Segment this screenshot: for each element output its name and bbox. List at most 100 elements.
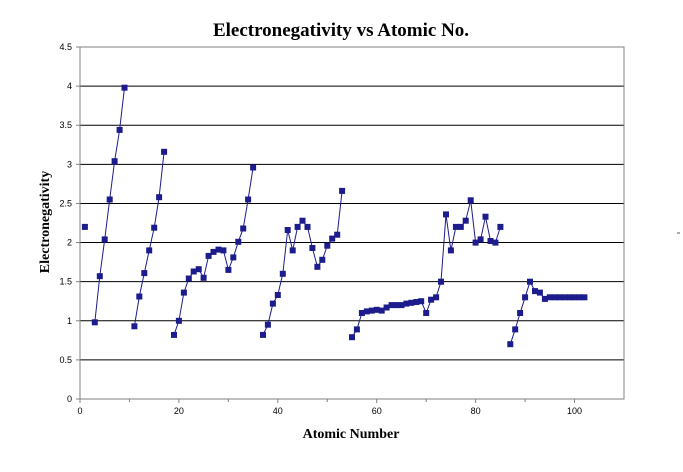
series-layer (81, 84, 588, 348)
data-point (210, 248, 217, 255)
data-point (240, 225, 247, 232)
x-axis-title: Atomic Number (303, 427, 400, 442)
data-point (274, 292, 281, 298)
x-tick-label: 20 (174, 406, 184, 416)
data-point (472, 239, 479, 246)
series-line (351, 200, 501, 338)
data-point (462, 217, 469, 224)
x-tick-label: 0 (77, 406, 82, 416)
data-point (289, 247, 296, 254)
data-point (403, 300, 410, 307)
data-point (492, 239, 499, 246)
data-point (151, 224, 158, 231)
series-line (94, 87, 125, 323)
data-point (171, 331, 177, 338)
data-point (190, 268, 197, 275)
data-point (131, 323, 138, 330)
data-point (329, 235, 336, 242)
data-point (260, 331, 266, 338)
data-point (378, 307, 385, 314)
data-point (324, 242, 331, 249)
data-point (269, 300, 276, 307)
data-point (532, 288, 538, 295)
data-point (200, 274, 207, 281)
data-point (452, 223, 459, 230)
y-tick-label: 1 (67, 316, 72, 326)
data-point (487, 238, 494, 244)
data-point (457, 223, 464, 230)
data-point (423, 310, 430, 316)
x-tick-label: 60 (372, 406, 382, 416)
y-tick-label: 0.5 (59, 355, 72, 365)
series-line (262, 190, 343, 336)
y-tick-label: 3 (67, 159, 72, 169)
data-point (264, 321, 271, 328)
data-point (225, 266, 232, 273)
data-point (433, 294, 440, 301)
data-point (294, 223, 301, 230)
data-point (581, 294, 588, 301)
data-point (482, 213, 489, 220)
data-point (398, 302, 405, 309)
data-point (571, 294, 578, 301)
data-point (185, 275, 192, 282)
data-point (556, 294, 563, 301)
data-point (195, 266, 202, 273)
data-point (215, 246, 222, 253)
data-point (146, 247, 153, 254)
data-point (373, 306, 380, 313)
data-point (111, 158, 118, 165)
data-point (561, 294, 568, 301)
data-point (106, 196, 113, 203)
data-point (368, 307, 375, 314)
data-point (418, 298, 425, 305)
data-point (161, 148, 168, 155)
data-point (136, 293, 143, 300)
data-point (299, 217, 306, 224)
data-point (576, 294, 583, 301)
data-point (81, 223, 88, 230)
data-point (353, 326, 360, 333)
data-point (522, 294, 529, 301)
data-point (334, 231, 341, 238)
labels-layer: Electronegativity vs Atomic No. Atomic N… (38, 20, 469, 442)
y-tick-label: 4 (67, 81, 72, 91)
data-point (180, 289, 187, 296)
data-point (220, 247, 227, 254)
data-point (279, 270, 286, 277)
y-tick-label: 0 (67, 394, 72, 404)
data-point (304, 223, 311, 230)
data-point (319, 256, 326, 263)
data-point (205, 252, 212, 259)
chart-title: Electronegativity vs Atomic No. (213, 20, 469, 41)
data-point (358, 310, 365, 316)
y-tick-label: 3.5 (59, 120, 72, 130)
axis-layer: 0 0.5 1 1.5 2 2.5 3 3.5 4 4.5 0 20 40 60 80 100 (59, 42, 625, 416)
data-point (175, 317, 182, 324)
data-point (91, 319, 98, 326)
data-point (393, 302, 400, 309)
data-point (141, 270, 148, 277)
data-point (467, 197, 474, 204)
data-point (512, 326, 519, 333)
data-point (408, 299, 415, 306)
data-point (438, 278, 444, 285)
data-point (309, 245, 316, 251)
series-line (133, 151, 165, 327)
data-point (447, 247, 454, 254)
data-point (96, 273, 103, 280)
y-tick-label: 2.5 (59, 198, 72, 208)
plot-frame (79, 46, 625, 400)
y-tick-label: 2 (67, 238, 72, 248)
data-point (413, 299, 420, 305)
data-point (250, 164, 257, 171)
data-point (314, 263, 321, 270)
data-point (477, 236, 484, 243)
x-tick-label: 100 (567, 406, 582, 416)
data-point (230, 254, 237, 261)
data-point (339, 187, 346, 194)
data-point (517, 310, 524, 316)
data-point (507, 341, 514, 348)
data-point (363, 308, 370, 315)
